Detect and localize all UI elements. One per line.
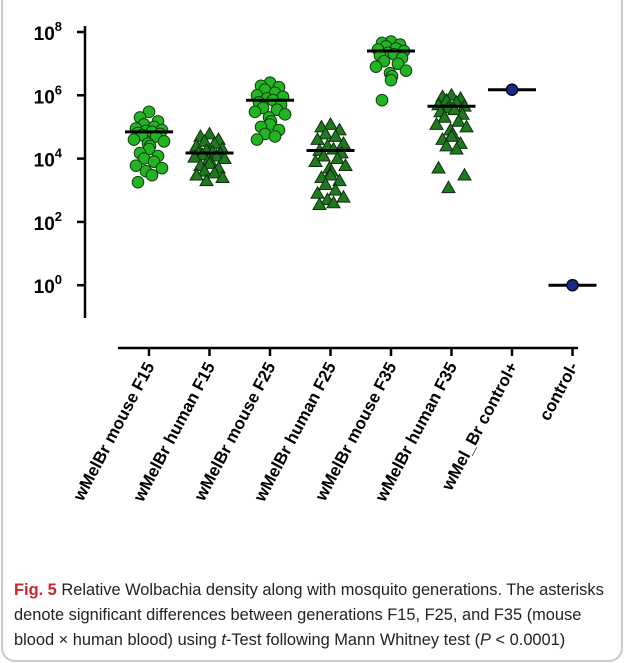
data-point [451, 113, 466, 127]
data-point [215, 170, 230, 184]
caption-p-italic: P [480, 631, 491, 649]
data-point [429, 116, 444, 130]
data-point [318, 177, 333, 191]
data-point [338, 158, 353, 171]
data-point [326, 195, 341, 209]
data-point [336, 135, 351, 149]
caption-text-b: -Test following Mann Whitney test ( [225, 631, 481, 649]
data-point [447, 102, 462, 116]
data-point [202, 155, 217, 169]
data-point [328, 128, 343, 142]
data-point [197, 163, 212, 177]
data-point [202, 126, 217, 140]
data-point [187, 149, 202, 163]
data-point [330, 151, 345, 164]
x-tick-label: control- [536, 359, 582, 424]
data-point [323, 167, 338, 181]
data-point [444, 128, 459, 142]
data-point [506, 83, 518, 96]
data-point [457, 167, 472, 181]
data-point [127, 133, 141, 146]
data-point [310, 132, 325, 145]
data-point [308, 154, 323, 168]
data-point [332, 173, 347, 187]
data-point [199, 173, 214, 187]
data-point [131, 175, 145, 189]
caption-t-italic: t [221, 631, 226, 649]
data-point [566, 279, 579, 292]
data-point [278, 108, 292, 121]
data-point [209, 148, 224, 162]
data-point [310, 185, 325, 199]
data-point [207, 165, 222, 179]
data-point [439, 138, 454, 152]
data-point [431, 160, 446, 174]
data-point [316, 148, 331, 162]
y-tick-label: 106 [34, 82, 62, 108]
data-point [328, 182, 343, 196]
data-point [129, 159, 143, 172]
caption-label: Fig. 5 [14, 581, 57, 599]
y-tick-label: 102 [34, 209, 62, 235]
data-point [318, 126, 333, 140]
figure-caption: Fig. 5 Relative Wolbachia density along … [14, 578, 614, 653]
y-tick-label: 108 [34, 19, 62, 45]
data-point [155, 161, 169, 175]
data-point [189, 167, 204, 181]
data-point [157, 135, 171, 148]
y-tick-label: 104 [34, 146, 63, 172]
data-point [268, 130, 282, 143]
data-point [145, 168, 159, 182]
data-point [459, 119, 474, 133]
data-point [449, 141, 464, 155]
data-point [375, 93, 389, 107]
data-point [399, 64, 413, 77]
data-point [248, 105, 262, 119]
data-point [384, 73, 398, 87]
data-point [437, 109, 452, 123]
data-point [336, 189, 351, 203]
caption-text-c: < 0.0001) [490, 631, 566, 649]
caption-text-a: Relative Wolbachia density along with mo… [14, 581, 604, 649]
data-point [142, 105, 156, 119]
data-point [312, 197, 327, 211]
y-tick-label: 100 [34, 272, 62, 298]
data-point [250, 133, 264, 146]
data-point [369, 60, 383, 74]
data-point [441, 180, 456, 194]
data-point [323, 116, 338, 130]
data-point [391, 57, 405, 70]
data-point [197, 133, 212, 147]
data-point [217, 151, 232, 164]
